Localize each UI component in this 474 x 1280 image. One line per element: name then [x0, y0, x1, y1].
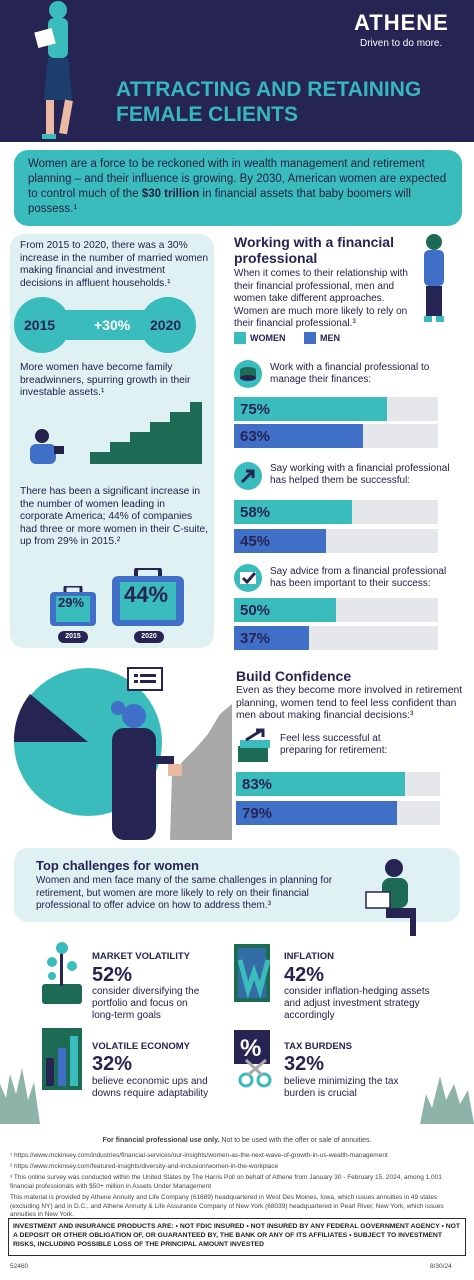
scissors-percent-icon: % [234, 1030, 272, 1088]
confidence-men-bar: 79% [236, 801, 398, 825]
stat-2-men-bar: 45% [234, 529, 326, 553]
challenge-1-description: consider diversifying the portfolio and … [92, 986, 200, 1021]
stat-1-women-track: 75% [234, 397, 438, 421]
title-line-1: ATTRACTING AND RETAINING [116, 78, 422, 101]
working-intro: When it comes to their relationship with… [234, 268, 408, 329]
decorative-foliage [0, 1068, 474, 1124]
svg-text:%: % [240, 1035, 261, 1062]
challenge-4-category: TAX BURDENS [284, 1041, 352, 1052]
page-title: ATTRACTING AND RETAINING FEMALE CLIENTS [116, 77, 421, 127]
stat-2-women-track: 58% [234, 500, 438, 524]
intro-highlight: $30 trillion [141, 188, 200, 200]
challenge-4-percent: 32% [284, 1053, 325, 1075]
legend-men-swatch [304, 332, 316, 344]
stat-1-men-bar: 63% [234, 424, 363, 448]
working-title-line-2: professional [234, 250, 318, 266]
material-notice: This material is provided by Athene Annu… [10, 1194, 444, 1218]
briefcase-2020-icon [112, 568, 184, 626]
arrow-up-icon [234, 462, 262, 490]
economy-chart-icon [42, 1028, 82, 1090]
stat-3-women-track: 50% [234, 598, 438, 622]
growth-change: +30% [94, 317, 131, 333]
money-stack-icon [238, 728, 270, 762]
briefcase-2015-label: 2015 [58, 631, 88, 643]
challenge-4-description: believe minimizing the tax burden is cru… [284, 1076, 399, 1099]
briefcase-2020-value: 44% [124, 582, 169, 607]
woman-with-folder-illustration [34, 1, 73, 139]
confidence-women-bar: 83% [236, 772, 406, 796]
challenge-3-category: VOLATILE ECONOMY [92, 1041, 190, 1052]
challenges-title: Top challenges for women [36, 858, 200, 873]
confidence-question: Feel less successful at preparing for re… [280, 733, 388, 756]
footnote-1: ¹ https://www.mckinsey.com/industries/fi… [10, 1152, 388, 1159]
stat-2-question: Say working with a financial professiona… [270, 463, 450, 486]
challenges-text: Women and men face many of the same chal… [36, 875, 333, 911]
stat-2-women-bar: 58% [234, 500, 353, 524]
challenge-3-percent: 32% [92, 1053, 133, 1075]
checkmark-icon [234, 564, 262, 592]
stairs-illustration [30, 402, 202, 464]
document-code: 52460 [10, 1263, 29, 1270]
challenge-1-percent: 52% [92, 964, 133, 986]
usage-rest: Not to be used with the offer or sale of… [219, 1137, 372, 1144]
header-banner: ATHENE Driven to do more. ATTRACTING AND… [0, 0, 474, 142]
confidence-title: Build Confidence [236, 668, 352, 684]
working-title: Working with a financial professional [234, 234, 414, 266]
working-title-line-1: Working with a financial [234, 234, 394, 250]
breadwinners-stat: More women have become family breadwinne… [20, 362, 191, 398]
challenge-2-percent: 42% [284, 964, 325, 986]
legend-men-label: MEN [320, 333, 340, 343]
footnote-3: ³ This online survey was conducted withi… [10, 1174, 442, 1190]
briefcase-2015-icon [50, 586, 96, 626]
inflation-icon [234, 944, 271, 1002]
challenge-3-description: believe economic ups and downs require a… [92, 1076, 209, 1099]
woman-with-chart-illustration [13, 667, 232, 840]
legend-women-swatch [234, 332, 246, 344]
athene-logo: ATHENE [354, 10, 449, 35]
stat-3-question: Say advice from a financial professional… [270, 566, 447, 589]
woman-with-laptop-illustration [365, 859, 416, 936]
legend-women-label: WOMEN [250, 333, 286, 343]
stat-3-men-bar: 37% [234, 626, 310, 650]
document-date: 8/30/24 [430, 1263, 452, 1270]
challenge-1-category: MARKET VOLATILITY [92, 951, 190, 962]
year-end: 2020 [150, 317, 182, 333]
married-women-stat: From 2015 to 2020, there was a 30% incre… [20, 240, 208, 289]
year-end-circle [140, 297, 196, 353]
confidence-women-track: 83% [236, 772, 440, 796]
investment-disclaimer: INVESTMENT AND INSURANCE PRODUCTS ARE: •… [8, 1218, 466, 1256]
usage-notice: For financial professional use only. Not… [0, 1137, 474, 1146]
c-suite-stat: There has been a significant increase in… [20, 486, 208, 547]
year-start: 2015 [24, 317, 56, 333]
tagline: Driven to do more. [360, 38, 443, 49]
title-line-2: FEMALE CLIENTS [116, 103, 298, 126]
woman-on-phone-illustration [424, 234, 444, 322]
briefcase-2015-value: 29% [58, 595, 85, 610]
plant-icon [42, 942, 82, 1004]
stat-1-women-bar: 75% [234, 397, 387, 421]
footnote-2: ² https://www.mckinsey.com/featured-insi… [10, 1163, 279, 1170]
coins-icon [234, 360, 262, 388]
stat-3-men-track: 37% [234, 626, 438, 650]
stat-1-men-track: 63% [234, 424, 438, 448]
challenge-2-category: INFLATION [284, 951, 334, 962]
usage-bold: For financial professional use only. [102, 1137, 220, 1144]
stat-3-women-bar: 50% [234, 598, 336, 622]
year-start-circle [14, 297, 70, 353]
intro-text-before: Women are a force to be reckoned with in… [28, 158, 447, 200]
stat-2-men-track: 45% [234, 529, 438, 553]
intro-callout: Women are a force to be reckoned with in… [14, 150, 462, 226]
stat-1-question: Work with a financial professional to ma… [270, 362, 430, 385]
intro-text-after: in financial assets that baby boomers wi… [28, 188, 411, 215]
confidence-text: Even as they become more involved in ret… [236, 685, 463, 721]
confidence-men-track: 79% [236, 801, 440, 825]
briefcase-2020-label: 2020 [134, 631, 164, 643]
challenge-2-description: consider inflation-hedging assets and ad… [284, 986, 430, 1021]
